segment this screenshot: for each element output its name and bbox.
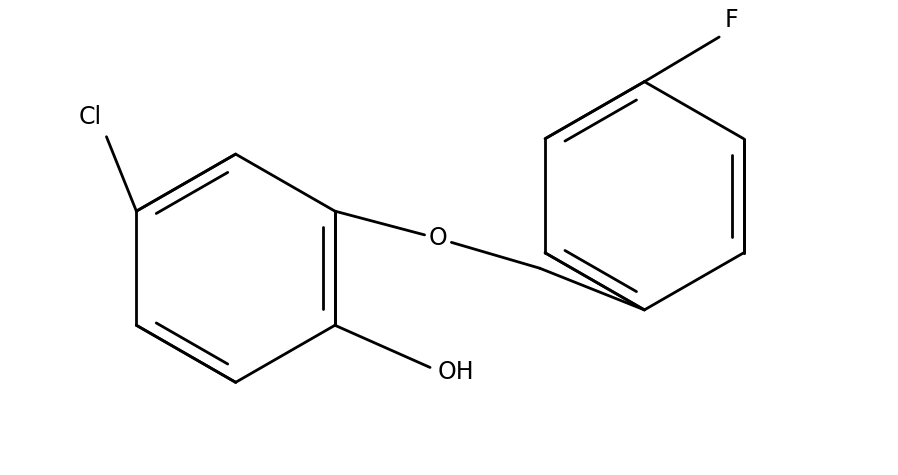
Text: Cl: Cl: [78, 105, 101, 129]
Text: O: O: [428, 227, 447, 250]
Text: F: F: [724, 8, 738, 32]
Text: OH: OH: [438, 361, 475, 384]
